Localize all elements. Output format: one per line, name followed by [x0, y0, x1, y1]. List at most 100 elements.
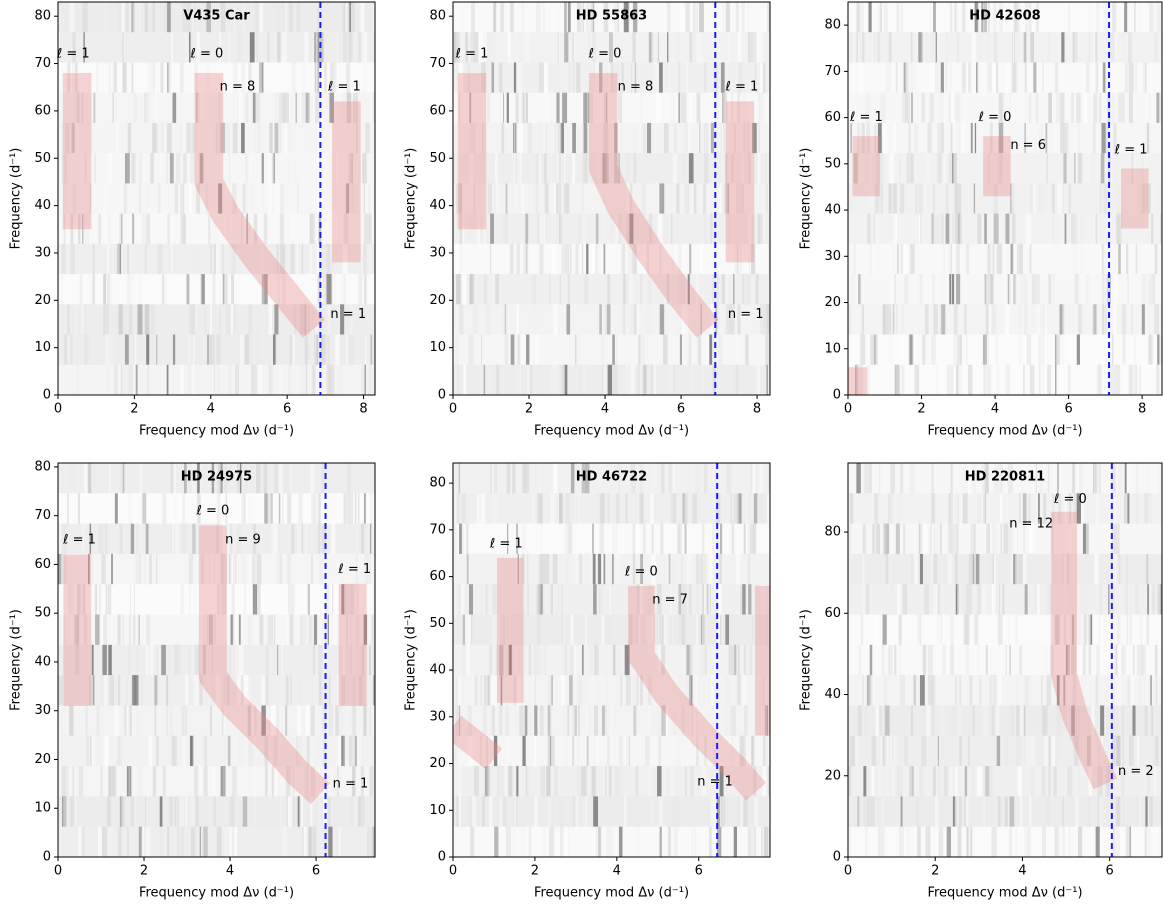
stripe — [253, 584, 257, 615]
stripe — [259, 615, 263, 646]
stripe — [1104, 827, 1106, 858]
stripe — [1100, 615, 1103, 646]
stripe — [890, 736, 892, 767]
stripe — [1109, 736, 1110, 767]
y-tick-label: 40 — [824, 203, 841, 218]
stripe — [138, 615, 139, 646]
stripe — [534, 796, 538, 827]
stripe — [82, 304, 84, 335]
stripe — [231, 274, 234, 305]
stripe — [1023, 365, 1024, 396]
stripe — [132, 705, 137, 736]
stripe — [181, 584, 184, 615]
stripe — [114, 705, 118, 736]
stripe — [859, 62, 864, 93]
stripe — [1054, 244, 1058, 275]
stripe — [559, 153, 560, 184]
stripe — [199, 796, 202, 827]
stripe — [496, 365, 499, 396]
stripe — [1100, 705, 1104, 736]
stripe — [231, 554, 233, 585]
stripe — [1117, 584, 1120, 615]
stripe — [1047, 32, 1049, 63]
stripe — [587, 736, 589, 767]
stripe — [297, 675, 301, 706]
stripe — [105, 335, 107, 366]
row — [453, 335, 770, 366]
stripe — [369, 766, 373, 797]
stripe — [123, 183, 126, 214]
stripe — [621, 675, 623, 706]
stripe — [1083, 645, 1086, 676]
stripe — [1157, 335, 1159, 366]
stripe — [605, 705, 608, 736]
stripe — [1020, 274, 1025, 305]
stripe — [736, 335, 740, 366]
stripe — [117, 244, 120, 275]
stripe — [344, 736, 345, 767]
stripe — [1093, 123, 1096, 154]
stripe — [678, 93, 680, 124]
stripe — [124, 705, 127, 736]
x-tick-label: 8 — [1138, 402, 1146, 417]
stripe — [1008, 274, 1009, 305]
row — [848, 827, 1162, 858]
stripe — [289, 32, 294, 63]
stripe — [1113, 554, 1117, 585]
stripe — [602, 214, 606, 245]
stripe — [1047, 365, 1051, 396]
stripe — [369, 244, 371, 275]
stripe — [681, 615, 685, 646]
stripe — [280, 554, 283, 585]
stripe — [660, 827, 662, 858]
stripe — [1033, 62, 1036, 93]
stripe — [1128, 615, 1131, 646]
x-tick-label: 6 — [695, 864, 703, 879]
stripe — [956, 524, 959, 555]
stripe — [277, 32, 280, 63]
stripe — [552, 244, 557, 275]
x-tick-label: 4 — [1018, 864, 1026, 879]
stripe — [534, 736, 536, 767]
stripe — [63, 796, 66, 827]
stripe — [1150, 2, 1154, 33]
stripe — [1062, 304, 1064, 335]
stripe — [736, 554, 741, 585]
stripe — [697, 335, 699, 366]
stripe — [1075, 214, 1077, 245]
stripe — [906, 827, 911, 858]
stripe — [273, 335, 276, 366]
stripe — [527, 554, 528, 585]
stripe — [217, 335, 221, 366]
stripe — [767, 493, 770, 524]
stripe — [134, 93, 137, 124]
stripe — [1114, 244, 1116, 275]
stripe — [175, 183, 178, 214]
stripe — [643, 365, 646, 396]
stripe — [885, 736, 888, 767]
stripe — [371, 183, 374, 214]
stripe — [758, 153, 761, 184]
stripe — [862, 554, 865, 585]
stripe — [1157, 584, 1160, 615]
stripe — [308, 554, 310, 585]
stripe — [254, 365, 257, 396]
x-tick-label: 0 — [54, 864, 62, 879]
y-tick-label: 70 — [824, 64, 841, 79]
stripe — [590, 365, 595, 396]
stripe — [353, 524, 355, 555]
stripe — [1097, 183, 1100, 214]
stripe — [753, 524, 756, 555]
stripe — [754, 736, 755, 767]
stripe — [588, 796, 589, 827]
stripe — [725, 675, 729, 706]
stripe — [619, 766, 623, 797]
stripe — [1100, 584, 1102, 615]
stripe — [469, 796, 471, 827]
stripe — [323, 274, 327, 305]
stripe — [554, 365, 557, 396]
stripe — [517, 153, 522, 184]
stripe — [1118, 244, 1121, 275]
stripe — [1115, 32, 1118, 63]
stripe — [139, 153, 142, 184]
